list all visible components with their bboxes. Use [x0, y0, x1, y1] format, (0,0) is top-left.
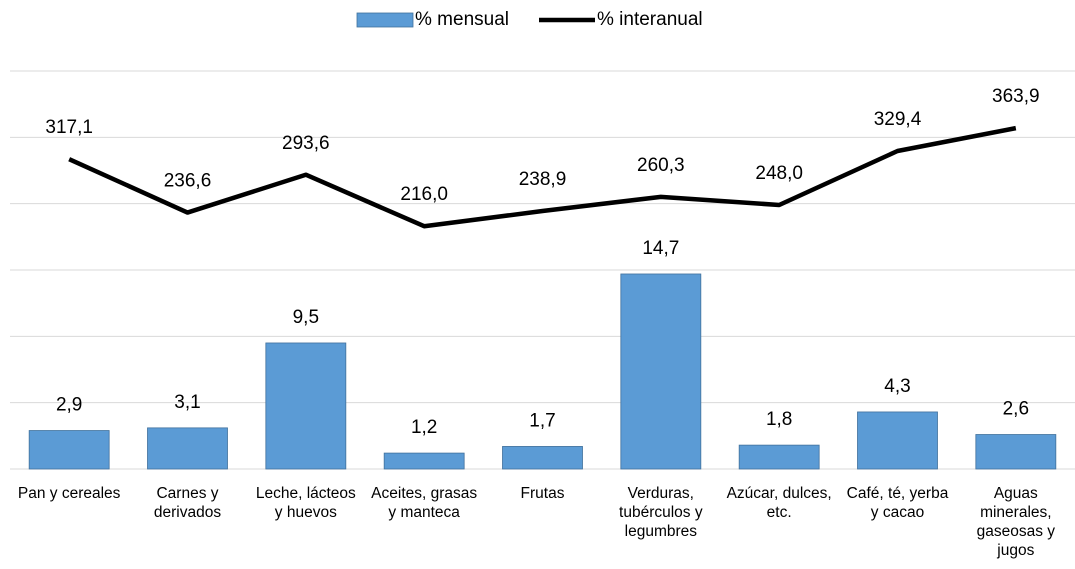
data-label: 3,1 [174, 392, 200, 413]
data-label: 363,9 [992, 86, 1040, 107]
data-label: 2,9 [56, 395, 82, 416]
data-label: 238,9 [519, 169, 567, 190]
bar [502, 446, 583, 470]
x-tick-label: Leche, lácteos y huevos [255, 485, 356, 521]
line [68, 125, 1017, 229]
data-label: 4,3 [884, 376, 910, 397]
bar [265, 342, 347, 470]
x-tick-label: Frutas [520, 485, 565, 502]
data-label: 1,7 [529, 410, 555, 431]
x-tick-label: Verduras, tubérculos y legumbres [619, 485, 703, 540]
data-label: 14,7 [642, 238, 679, 259]
data-label: 1,2 [411, 417, 437, 438]
bar [28, 430, 110, 470]
x-tick-label: Aceites, grasas y manteca [371, 485, 478, 521]
data-label: 2,6 [1003, 399, 1029, 420]
data-label: 216,0 [400, 184, 448, 205]
data-label: 317,1 [45, 117, 93, 138]
bar [738, 444, 820, 470]
bar [975, 434, 1057, 470]
data-label: 1,8 [766, 409, 792, 430]
x-tick-label: Café, té, yerba y cacao [846, 485, 949, 521]
data-label: 293,6 [282, 133, 330, 154]
data-label: 248,0 [755, 163, 803, 184]
legend-label: % interanual [597, 9, 703, 30]
data-label: 260,3 [637, 155, 685, 176]
data-label: 236,6 [164, 171, 212, 192]
x-tick-label: Carnes y derivados [153, 485, 222, 521]
x-tick-label: Azúcar, dulces, etc. [726, 485, 832, 521]
bar [147, 427, 228, 470]
bar [620, 273, 702, 470]
bar [857, 411, 938, 470]
data-label: 9,5 [293, 307, 319, 328]
x-tick-label: Aguas minerales, gaseosas y jugos [976, 485, 1056, 559]
data-label: 329,4 [874, 109, 922, 130]
legend-swatch [356, 12, 414, 28]
bar [383, 452, 465, 470]
x-tick-label: Pan y cereales [17, 485, 121, 502]
legend-label: % mensual [415, 9, 509, 30]
